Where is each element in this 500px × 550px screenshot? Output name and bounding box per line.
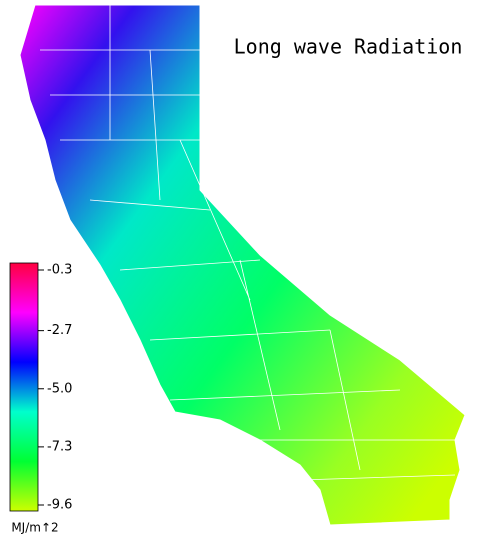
california-shape [19, 4, 466, 526]
colorbar-tick-label: -5.0 [47, 381, 72, 396]
colorbar-tick-label: -0.3 [47, 263, 72, 278]
colorbar-tick-label: -9.6 [47, 498, 72, 513]
map-title: Long wave Radiation [234, 35, 463, 59]
colorbar-tick-label: -2.7 [47, 323, 72, 338]
colorbar-tick-label: -7.3 [47, 439, 72, 454]
county-lines [40, 5, 460, 481]
colorbar [9, 262, 39, 512]
colorbar-unit: MJ/m↑2 [11, 521, 58, 535]
